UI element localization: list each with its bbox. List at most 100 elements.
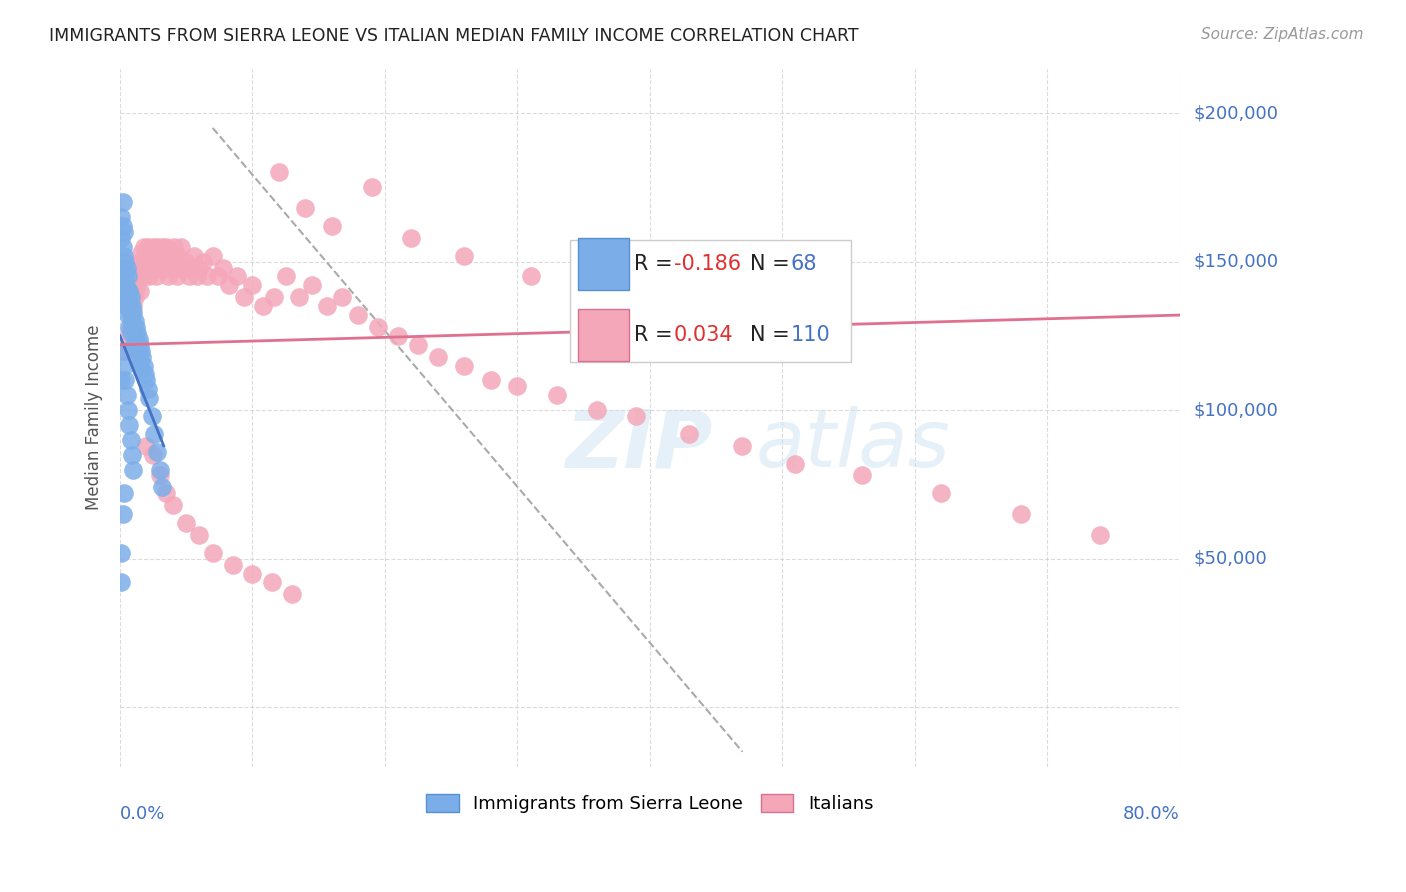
Point <box>177 269 200 284</box>
Point <box>207 269 229 284</box>
Text: 80.0%: 80.0% <box>1123 805 1180 823</box>
Point <box>152 254 174 268</box>
Text: IMMIGRANTS FROM SIERRA LEONE VS ITALIAN MEDIAN FAMILY INCOME CORRELATION CHART: IMMIGRANTS FROM SIERRA LEONE VS ITALIAN … <box>49 27 859 45</box>
Text: $200,000: $200,000 <box>1194 104 1278 122</box>
Point <box>149 462 172 476</box>
Point <box>129 245 152 260</box>
Point <box>221 558 243 572</box>
Point <box>120 326 142 340</box>
Point <box>321 219 343 233</box>
Point <box>112 269 135 284</box>
Point <box>117 403 139 417</box>
Point <box>127 272 149 286</box>
Point <box>128 356 150 370</box>
Text: $100,000: $100,000 <box>1194 401 1278 419</box>
Point <box>183 249 205 263</box>
Point <box>115 260 138 275</box>
Point <box>188 528 211 542</box>
Point <box>453 359 475 373</box>
Point <box>111 240 134 254</box>
Point <box>136 382 159 396</box>
Point <box>110 546 132 560</box>
Point <box>122 341 145 355</box>
Point <box>114 276 136 290</box>
Text: $50,000: $50,000 <box>1194 549 1267 567</box>
Point <box>112 290 135 304</box>
Point <box>626 409 648 423</box>
Point <box>128 338 150 352</box>
Point <box>332 290 354 304</box>
Point <box>117 269 139 284</box>
Point <box>143 426 166 441</box>
Point <box>287 290 309 304</box>
Point <box>347 308 370 322</box>
Point <box>155 240 177 254</box>
Point <box>160 249 183 263</box>
Point <box>117 329 139 343</box>
Point <box>135 373 157 387</box>
Text: N =: N = <box>751 326 797 345</box>
Point <box>929 486 952 500</box>
Point <box>112 225 135 239</box>
Point <box>129 343 152 358</box>
Point <box>159 260 181 275</box>
Point <box>267 165 290 179</box>
Point <box>110 269 132 284</box>
Point <box>118 285 141 299</box>
Point <box>125 281 148 295</box>
Point <box>138 254 160 268</box>
Point <box>150 260 173 275</box>
Point <box>139 249 162 263</box>
Point <box>125 338 148 352</box>
Point <box>111 219 134 233</box>
Point <box>678 426 700 441</box>
Point <box>132 240 155 254</box>
Point <box>112 486 135 500</box>
Point <box>731 439 754 453</box>
FancyBboxPatch shape <box>578 309 628 361</box>
Point <box>149 249 172 263</box>
Point <box>141 260 163 275</box>
Point <box>174 516 197 530</box>
Point <box>112 249 135 263</box>
Point <box>122 323 145 337</box>
Point <box>162 260 184 275</box>
Point <box>360 180 382 194</box>
Point <box>186 269 208 284</box>
Point <box>252 299 274 313</box>
Point <box>128 350 150 364</box>
Point <box>122 299 145 313</box>
Point <box>138 391 160 405</box>
Point <box>145 249 167 263</box>
Point <box>519 269 541 284</box>
Point <box>121 299 143 313</box>
Point <box>120 308 142 322</box>
Point <box>142 448 165 462</box>
Point <box>294 201 316 215</box>
Text: Source: ZipAtlas.com: Source: ZipAtlas.com <box>1201 27 1364 42</box>
Point <box>120 433 142 447</box>
Point <box>479 373 502 387</box>
Point <box>136 240 159 254</box>
Point <box>121 308 143 322</box>
Point <box>426 350 449 364</box>
Y-axis label: Median Family Income: Median Family Income <box>86 325 103 510</box>
Point <box>114 343 136 358</box>
Point <box>118 302 141 317</box>
Point <box>599 290 621 304</box>
Point <box>128 285 150 299</box>
Text: ZIP: ZIP <box>565 407 713 484</box>
Point <box>453 249 475 263</box>
Point <box>401 231 423 245</box>
Point <box>127 343 149 358</box>
Point <box>546 388 568 402</box>
FancyBboxPatch shape <box>571 240 851 362</box>
Point <box>162 498 184 512</box>
Text: R =: R = <box>634 326 679 345</box>
Text: 0.034: 0.034 <box>673 326 734 345</box>
Point <box>132 269 155 284</box>
Text: $150,000: $150,000 <box>1194 252 1278 270</box>
Point <box>121 448 143 462</box>
Point <box>142 240 165 254</box>
Text: atlas: atlas <box>755 407 950 484</box>
